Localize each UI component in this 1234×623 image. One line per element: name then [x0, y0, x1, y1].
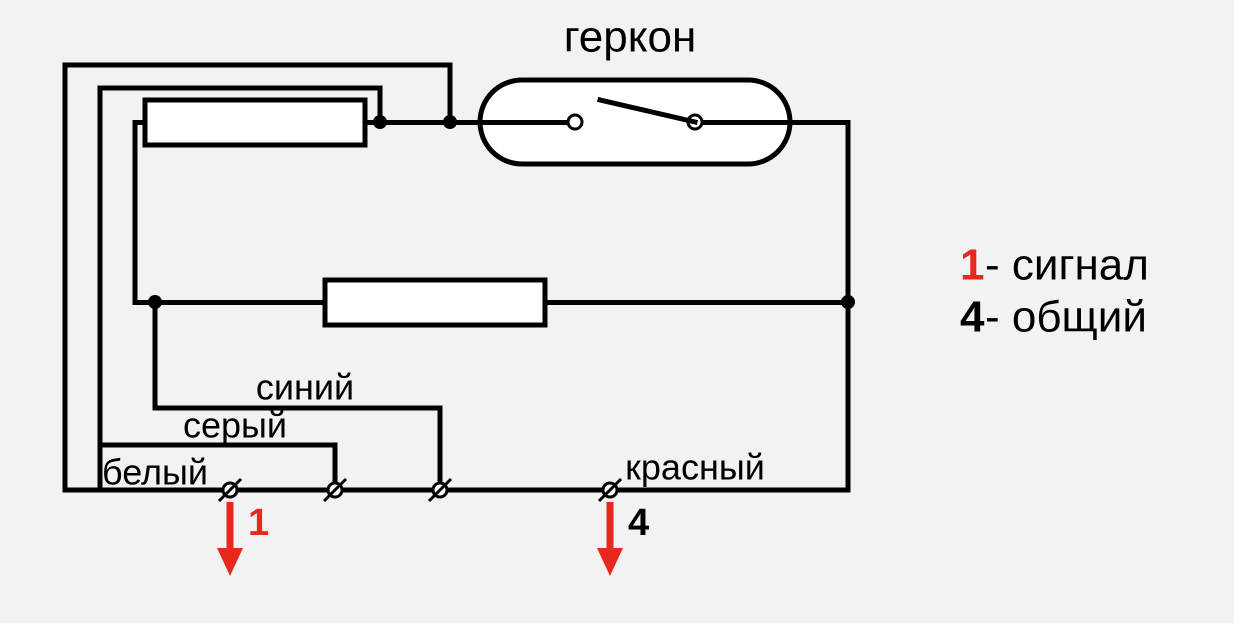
reed-contact-left [568, 115, 582, 129]
legend-1-number: 1 [960, 241, 984, 290]
legend-1-text: - сигнал [985, 241, 1149, 290]
circuit-diagram: 14герконсинийсерыйбелыйкрасный1 - сигнал… [0, 0, 1234, 623]
label-reed: геркон [564, 13, 697, 62]
junction-dot [148, 295, 162, 309]
terminal-4-number: 4 [628, 502, 649, 544]
resistor-r2 [325, 280, 545, 325]
label-grey: серый [183, 405, 287, 446]
label-white: белый [102, 452, 208, 493]
label-blue: синий [256, 367, 354, 408]
legend-4-number: 4 [960, 293, 985, 342]
resistor-r1 [145, 100, 365, 145]
terminal-1-number: 1 [248, 502, 269, 544]
junction-dot [841, 295, 855, 309]
junction-dot [373, 115, 387, 129]
junction-dot [443, 115, 457, 129]
label-red: красный [625, 447, 765, 488]
legend-4-text: - общий [985, 293, 1147, 342]
